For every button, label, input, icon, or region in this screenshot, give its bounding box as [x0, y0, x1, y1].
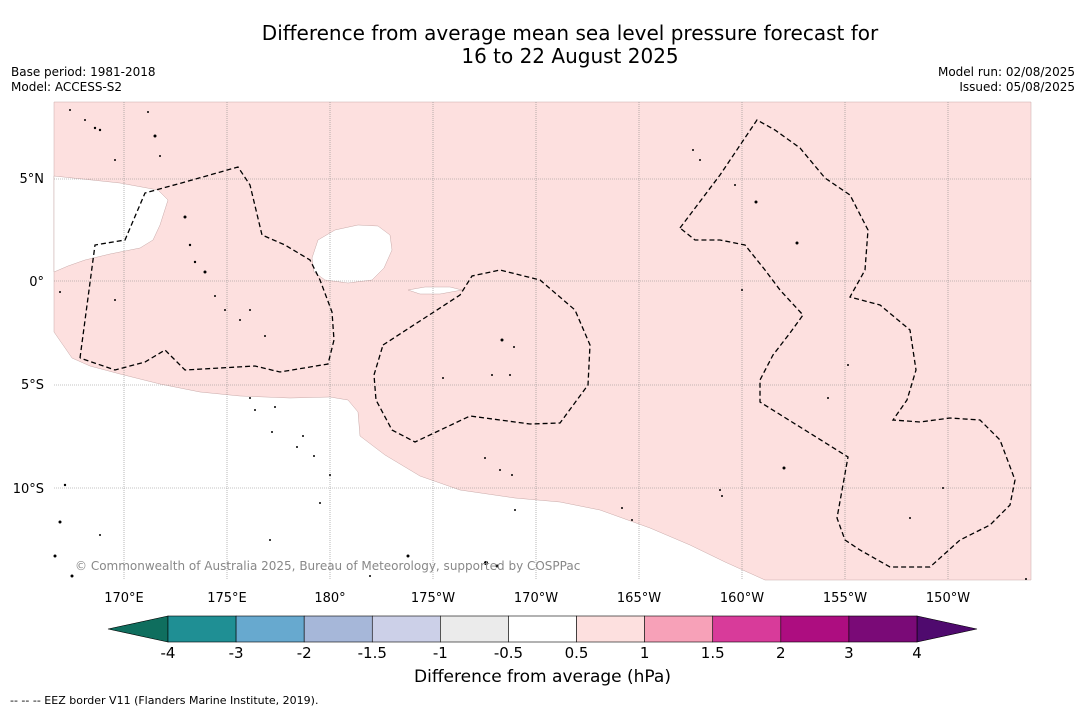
colorbar-tick-label: -0.5 [494, 644, 523, 662]
colorbar: -4 -3 -2 -1.5 -1 -0.5 0.5 1 1.5 2 3 4 [107, 615, 978, 662]
colorbar-cell [508, 615, 577, 643]
lon-label: 180° [314, 591, 345, 606]
lon-label: 175°E [207, 591, 247, 606]
colorbar-cell [235, 615, 305, 643]
lat-label: 5°N [20, 172, 45, 187]
base-period: Base period: 1981-2018 [11, 65, 156, 79]
colorbar-tick-label: -4 [161, 644, 176, 662]
colorbar-tick-label: 1 [640, 644, 650, 662]
colorbar-cell [167, 615, 237, 643]
lon-label: 165°W [617, 591, 661, 606]
colorbar-tick-label: 0.5 [565, 644, 589, 662]
colorbar-extend-low [107, 615, 169, 643]
meta-right: Model run: 02/08/2025 Issued: 05/08/2025 [938, 65, 1075, 95]
lon-label: 175°W [411, 591, 455, 606]
anomaly-region [53, 101, 1032, 581]
colorbar-cell [712, 615, 782, 643]
neutral-sliver [407, 286, 463, 295]
meta-left: Base period: 1981-2018 Model: ACCESS-S2 [11, 65, 156, 95]
neutral-blob [311, 224, 393, 284]
lat-label: 10°S [13, 482, 44, 497]
colorbar-cell [780, 615, 850, 643]
islands [53, 109, 1027, 580]
colorbar-tick-label: 3 [844, 644, 854, 662]
lat-label: 5°S [21, 378, 44, 393]
lon-label: 170°W [514, 591, 558, 606]
lon-label: 170°E [104, 591, 144, 606]
colorbar-extend-high [916, 615, 978, 643]
colorbar-label: Difference from average (hPa) [414, 667, 671, 687]
model-name: Model: ACCESS-S2 [11, 80, 123, 94]
title-line-2: 16 to 22 August 2025 [461, 44, 679, 68]
eez-borders [79, 119, 1016, 568]
issued-date: Issued: 05/08/2025 [959, 80, 1075, 94]
colorbar-cell [848, 615, 918, 643]
colorbar-cell [644, 615, 714, 643]
colorbar-cell [303, 615, 373, 643]
colorbar-tick-label: 4 [912, 644, 922, 662]
lon-label: 160°W [720, 591, 764, 606]
graticule [54, 102, 1031, 580]
copyright-notice: © Commonwealth of Australia 2025, Bureau… [75, 559, 580, 573]
colorbar-tick-label: 2 [776, 644, 786, 662]
lon-label: 155°W [823, 591, 867, 606]
colorbar-tick-label: -1.5 [358, 644, 387, 662]
colorbar-cell [576, 615, 645, 643]
neutral-region-west [53, 175, 169, 273]
footer-note: -- -- -- EEZ border V11 (Flanders Marine… [10, 694, 319, 707]
lon-label: 150°W [926, 591, 970, 606]
model-run: Model run: 02/08/2025 [937, 65, 1075, 79]
colorbar-cell [371, 615, 441, 643]
colorbar-tick-label: -2 [297, 644, 312, 662]
colorbar-tick-label: 1.5 [701, 644, 725, 662]
lat-label: 0° [29, 275, 44, 290]
colorbar-tick-label: -1 [433, 644, 448, 662]
colorbar-tick-label: -3 [229, 644, 244, 662]
map-title: Difference from average mean sea level p… [0, 22, 1085, 68]
title-line-1: Difference from average mean sea level p… [261, 21, 879, 45]
colorbar-cell [440, 615, 509, 643]
